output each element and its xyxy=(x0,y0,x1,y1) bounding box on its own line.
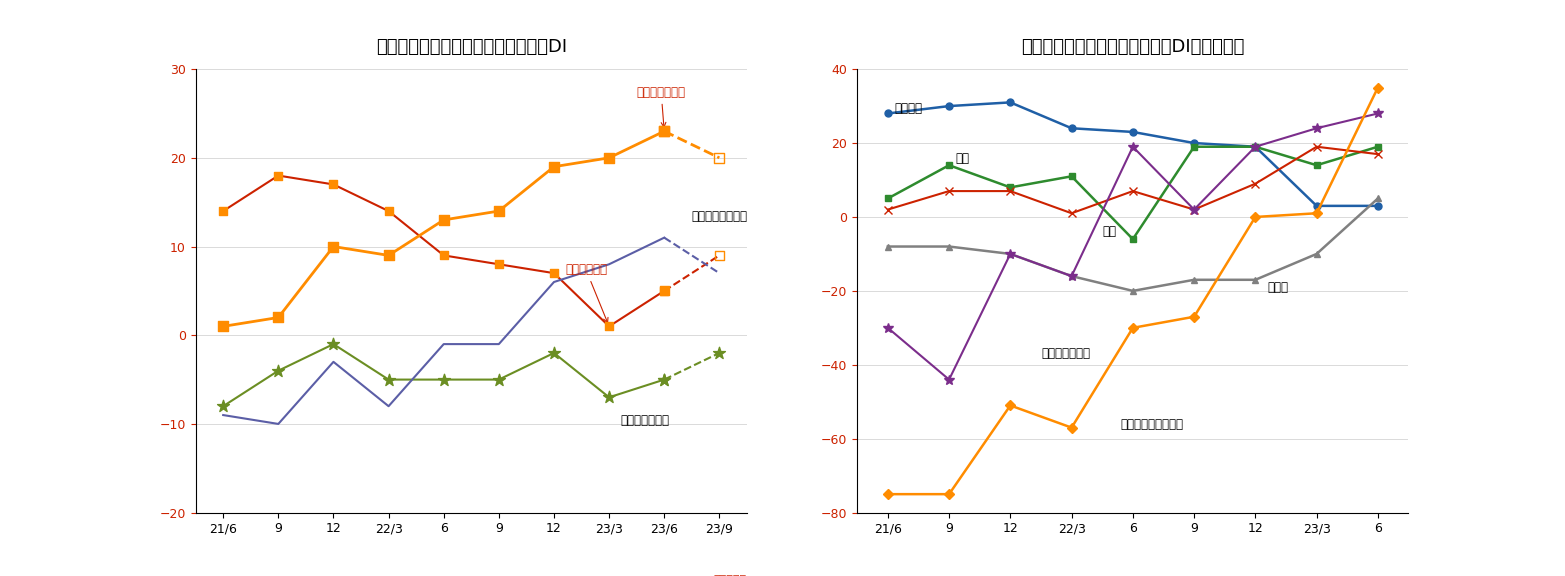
Point xyxy=(487,375,512,384)
Point xyxy=(321,339,346,348)
Text: 大企業非製造業: 大企業非製造業 xyxy=(637,86,685,127)
Point xyxy=(651,286,676,295)
Point xyxy=(432,375,457,384)
Point xyxy=(266,313,291,322)
Point xyxy=(266,366,291,376)
Point xyxy=(651,286,676,295)
Text: 中小企業製造業: 中小企業製造業 xyxy=(620,414,670,427)
Title: （図表３）主な業種の業況判断DI（大企業）: （図表３）主な業種の業況判断DI（大企業） xyxy=(1020,39,1244,56)
Point xyxy=(596,393,621,402)
Text: （年/月調査）: （年/月調査） xyxy=(1365,575,1408,576)
Point xyxy=(321,180,346,189)
Point xyxy=(211,206,236,215)
Text: 電気機械: 電気機械 xyxy=(894,101,922,115)
Title: （図表２）前回調査までの業況判断DI: （図表２）前回調査までの業況判断DI xyxy=(376,39,567,56)
Text: 大企業製造業: 大企業製造業 xyxy=(565,263,607,323)
Point xyxy=(596,322,621,331)
Point xyxy=(376,251,401,260)
Point xyxy=(541,268,567,278)
Point xyxy=(707,348,732,358)
Point xyxy=(651,127,676,136)
Point xyxy=(211,322,236,331)
Text: 鉄鋼: 鉄鋼 xyxy=(955,151,969,165)
Point xyxy=(321,242,346,251)
Text: 小売: 小売 xyxy=(1102,225,1116,238)
Point xyxy=(376,206,401,215)
Point xyxy=(541,348,567,358)
Point xyxy=(376,375,401,384)
Point xyxy=(651,375,676,384)
Point xyxy=(596,153,621,162)
Point xyxy=(707,153,732,162)
Point xyxy=(541,162,567,171)
Point xyxy=(487,206,512,215)
Point xyxy=(432,251,457,260)
Point xyxy=(266,171,291,180)
Point xyxy=(651,127,676,136)
Text: 自動車: 自動車 xyxy=(1268,281,1288,294)
Point xyxy=(432,215,457,225)
Point xyxy=(707,251,732,260)
Text: 宿泊・飲食サービス: 宿泊・飲食サービス xyxy=(1121,418,1183,431)
Point xyxy=(211,401,236,411)
Text: （注）21年12月調査以降は調査対象見直し後の新ベース: （注）21年12月調査以降は調査対象見直し後の新ベース xyxy=(858,575,1017,576)
Point xyxy=(487,260,512,269)
Point xyxy=(651,375,676,384)
Text: （先行き）: （先行き） xyxy=(714,575,747,576)
Text: 対個人サービス: 対個人サービス xyxy=(1041,347,1089,361)
Text: 中小企業非製造業: 中小企業非製造業 xyxy=(692,210,748,223)
